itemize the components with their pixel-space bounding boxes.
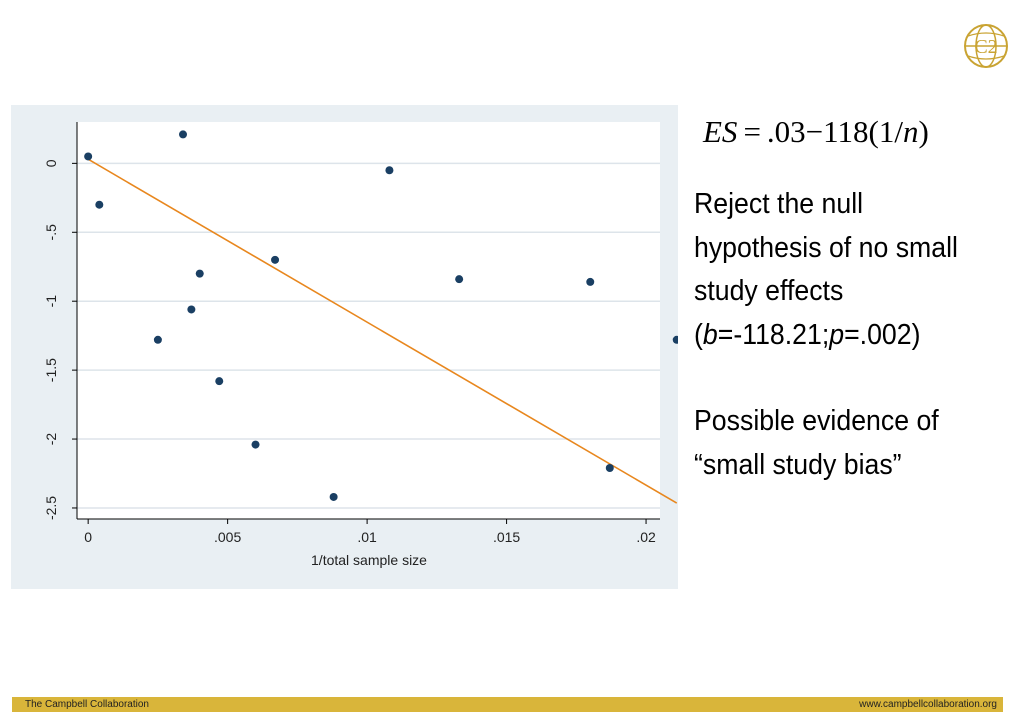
conclusion-paragraph-1: Reject the null hypothesis of no small s… (694, 183, 988, 357)
fit-line (87, 158, 678, 504)
y-tick-label: -2 (43, 433, 59, 446)
data-point (179, 130, 187, 139)
x-tick-label: .02 (636, 529, 656, 545)
footer-website-link[interactable]: www.campbellcollaboration.org (859, 699, 997, 710)
campbell-globe-logo-icon: C2 (964, 24, 1008, 68)
data-point (605, 463, 614, 472)
data-point (271, 255, 280, 264)
formula-coef: 118 (823, 114, 869, 149)
stats-open: ( (694, 318, 703, 351)
axis-ticks: 0 -.5 -1 -1.5 -2 -2.5 0 .005 .01 .015 .02 (43, 159, 656, 545)
regression-formula: ES = .03−118(1/n) (703, 114, 929, 150)
data-point (195, 269, 204, 278)
formula-term-var: n (902, 114, 919, 149)
data-point (251, 440, 260, 449)
data-point (187, 305, 196, 314)
data-point (153, 335, 162, 344)
stats-b-label: b (702, 318, 718, 351)
data-point (215, 377, 224, 386)
y-tick-label: -2.5 (43, 496, 59, 520)
stats-p-value: =.002) (844, 318, 921, 351)
points-layer (84, 130, 678, 501)
conclusion-line: Reject the null hypothesis of no small s… (694, 188, 958, 307)
formula-term-open: (1/ (868, 114, 903, 149)
grid-lines (77, 162, 660, 509)
data-point (84, 152, 93, 161)
conclusion-text: Reject the null hypothesis of no small s… (694, 183, 988, 487)
data-point (385, 166, 394, 175)
data-point (329, 492, 338, 501)
x-tick-label: .01 (357, 529, 377, 545)
x-tick-label: .005 (214, 529, 241, 545)
formula-minus: − (805, 114, 824, 149)
chart-panel: 0 -.5 -1 -1.5 -2 -2.5 0 .005 .01 .015 .02 1/total … (11, 105, 678, 589)
logo-text: C2 (974, 36, 997, 58)
footer-org-name: The Campbell Collaboration (25, 699, 149, 710)
scatter-chart: 0 -.5 -1 -1.5 -2 -2.5 0 .005 .01 .015 .02 1/total … (43, 122, 678, 568)
formula-equals: = (743, 114, 761, 149)
x-tick-label: .015 (493, 529, 520, 545)
x-tick-label: 0 (84, 529, 92, 545)
conclusion-paragraph-2: Possible evidence of “small study bias” (694, 405, 939, 481)
data-point (586, 277, 595, 286)
y-tick-label: 0 (43, 159, 59, 167)
stats-b-value: =-118.21; (717, 318, 830, 351)
stats-p-label: p (829, 318, 845, 351)
data-point (672, 335, 678, 344)
fit-line-layer (87, 158, 678, 504)
x-axis-title: 1/total sample size (311, 552, 427, 568)
y-tick-label: -1 (43, 295, 59, 308)
data-point (95, 200, 104, 209)
formula-intercept: .03 (766, 114, 806, 149)
formula-lhs: ES (703, 114, 738, 149)
footer-bar: The Campbell Collaboration www.campbellc… (12, 697, 1003, 712)
y-tick-label: -.5 (43, 224, 59, 241)
data-point (455, 275, 464, 284)
formula-term-close: ) (918, 114, 929, 149)
plot-area (77, 122, 660, 519)
y-tick-label: -1.5 (43, 358, 59, 382)
